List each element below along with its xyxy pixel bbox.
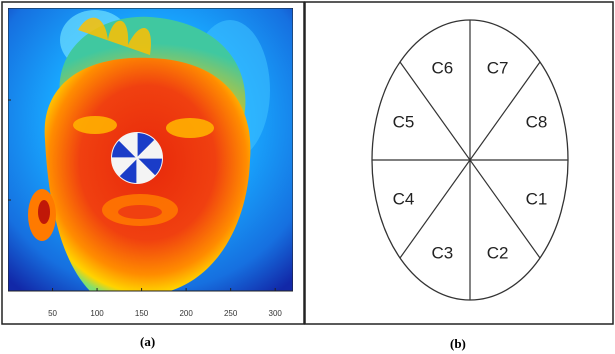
x-tick-label: 200 <box>179 309 193 318</box>
sector-label-c7: C7 <box>487 59 509 78</box>
panel-a: 50 100 150 200 250 300 <box>1 1 305 325</box>
sector-label-c8: C8 <box>526 113 548 132</box>
caption-a: (a) <box>140 334 155 349</box>
x-tick-label: 300 <box>269 309 283 318</box>
sector-diagram: C1 C2 C3 C4 C5 C6 C7 C8 <box>371 19 569 301</box>
x-axis: 50 100 150 200 250 300 <box>8 288 293 318</box>
panel-b-frame <box>304 1 614 325</box>
x-tick-label: 250 <box>224 309 238 318</box>
panel-b: C1 C2 C3 C4 C5 C6 C7 C8 <box>304 1 614 325</box>
x-tick-label: 50 <box>48 309 57 318</box>
sector-label-c5: C5 <box>393 113 415 132</box>
x-tick-label: 100 <box>90 309 104 318</box>
sector-label-c4: C4 <box>393 189 415 208</box>
x-tick-label: 150 <box>135 309 149 318</box>
sector-label-c1: C1 <box>526 189 548 208</box>
nose-roi-marker <box>111 132 163 184</box>
sector-label-c3: C3 <box>432 243 454 262</box>
sector-label-c6: C6 <box>432 59 454 78</box>
divider-diagonal-b <box>399 61 541 259</box>
caption-b: (b) <box>450 336 466 351</box>
sector-label-c2: C2 <box>487 243 509 262</box>
panel-a-frame <box>1 1 305 325</box>
y-axis-ticks <box>8 99 11 201</box>
thermal-face-image <box>8 8 293 291</box>
